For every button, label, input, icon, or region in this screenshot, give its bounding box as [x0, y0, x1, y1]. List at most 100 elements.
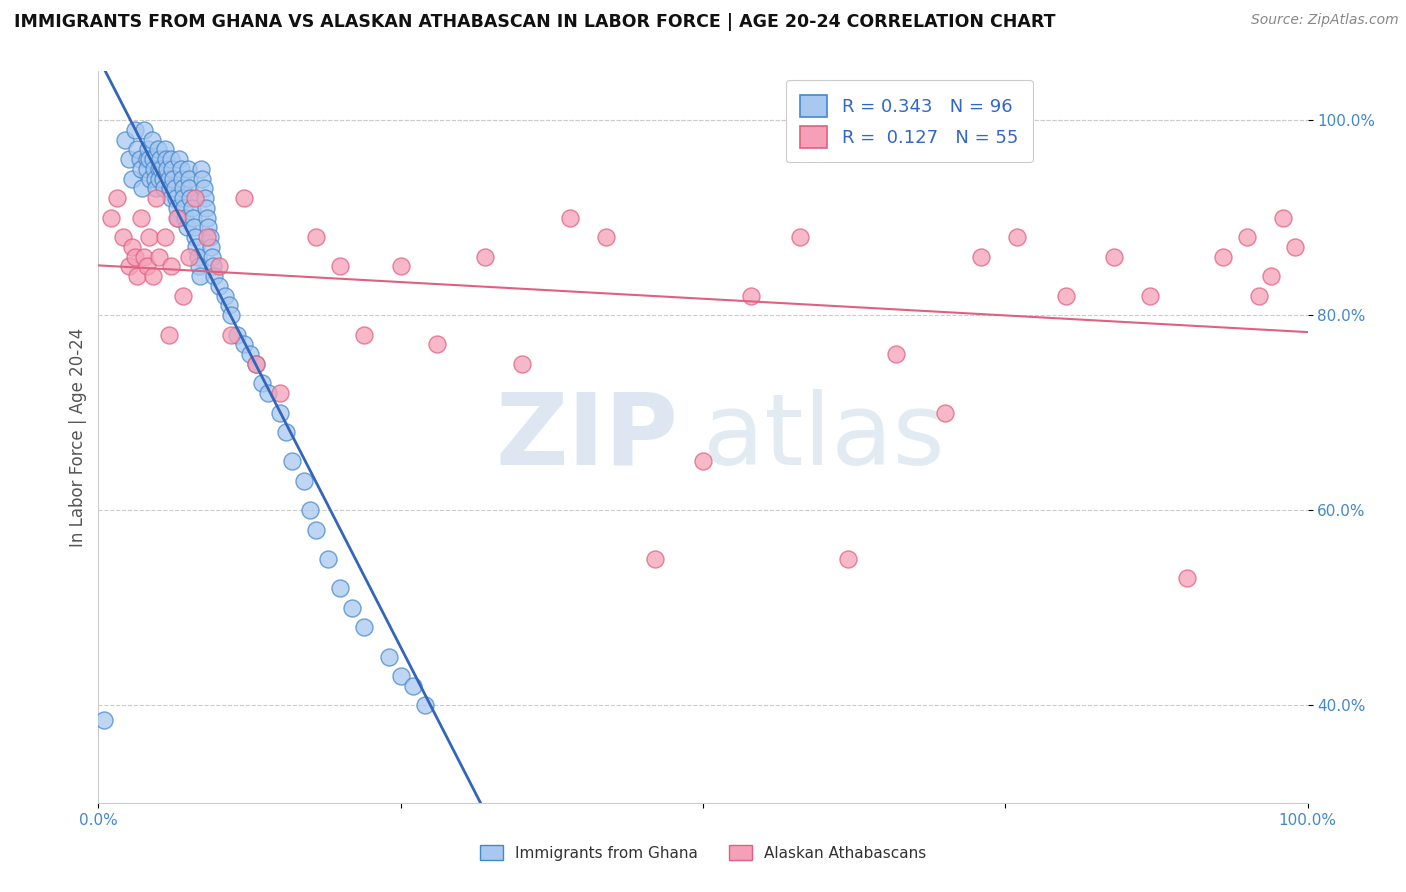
Point [160, 260, 183, 274]
Point [201, 250, 224, 264]
Point [886, 347, 908, 361]
Point [1260, 269, 1282, 284]
Point [121, 240, 143, 254]
Point [172, 191, 194, 205]
Point [170, 171, 193, 186]
Point [177, 161, 200, 176]
Point [179, 171, 201, 186]
Point [193, 181, 215, 195]
Point [1249, 288, 1271, 302]
Point [114, 133, 136, 147]
Point [232, 337, 254, 351]
Point [135, 152, 157, 166]
Point [239, 347, 262, 361]
Point [149, 152, 172, 166]
Point [187, 250, 209, 264]
Point [269, 386, 291, 401]
Point [135, 260, 157, 274]
Point [970, 250, 993, 264]
Point [148, 161, 170, 176]
Point [172, 288, 194, 302]
Point [389, 260, 412, 274]
Point [183, 220, 205, 235]
Point [176, 220, 198, 235]
Point [145, 181, 167, 195]
Point [129, 211, 152, 225]
Point [250, 376, 273, 391]
Point [245, 357, 267, 371]
Point [180, 201, 202, 215]
Point [143, 161, 166, 176]
Point [138, 230, 160, 244]
Point [188, 269, 211, 284]
Point [105, 191, 128, 205]
Point [93, 713, 115, 727]
Point [202, 260, 225, 274]
Point [160, 161, 183, 176]
Point [169, 161, 191, 176]
Point [195, 230, 218, 244]
Point [329, 260, 352, 274]
Point [195, 211, 218, 225]
Point [256, 386, 278, 401]
Point [413, 698, 436, 713]
Point [172, 181, 194, 195]
Point [221, 327, 243, 342]
Point [377, 649, 399, 664]
Point [142, 152, 165, 166]
Point [129, 161, 152, 176]
Point [200, 240, 222, 254]
Point [281, 454, 304, 468]
Point [134, 250, 156, 264]
Point [305, 523, 328, 537]
Point [179, 181, 201, 195]
Point [124, 250, 146, 264]
Point [181, 211, 204, 225]
Point [1175, 572, 1198, 586]
Point [274, 425, 297, 440]
Point [226, 327, 249, 342]
Point [1212, 250, 1234, 264]
Point [204, 269, 226, 284]
Legend: Immigrants from Ghana, Alaskan Athabascans: Immigrants from Ghana, Alaskan Athabasca… [472, 837, 934, 868]
Point [389, 669, 412, 683]
Point [1139, 288, 1161, 302]
Point [169, 152, 191, 166]
Point [214, 288, 236, 302]
Point [166, 201, 188, 215]
Point [141, 133, 163, 147]
Point [165, 191, 187, 205]
Point [142, 269, 165, 284]
Point [190, 161, 212, 176]
Point [153, 230, 176, 244]
Point [159, 181, 181, 195]
Point [100, 211, 122, 225]
Point [179, 250, 201, 264]
Point [218, 298, 240, 312]
Point [160, 152, 183, 166]
Point [184, 230, 207, 244]
Point [155, 152, 177, 166]
Point [152, 181, 174, 195]
Point [136, 142, 159, 156]
Point [162, 171, 184, 186]
Point [1272, 211, 1295, 225]
Point [510, 357, 533, 371]
Point [198, 230, 221, 244]
Point [124, 123, 146, 137]
Point [157, 327, 180, 342]
Point [138, 152, 160, 166]
Point [644, 552, 666, 566]
Point [474, 250, 496, 264]
Text: IMMIGRANTS FROM GHANA VS ALASKAN ATHABASCAN IN LABOR FORCE | AGE 20-24 CORRELATI: IMMIGRANTS FROM GHANA VS ALASKAN ATHABAS… [14, 13, 1056, 31]
Point [134, 123, 156, 137]
Text: ZIP: ZIP [496, 389, 679, 485]
Point [208, 260, 231, 274]
Text: atlas: atlas [703, 389, 945, 485]
Point [194, 191, 217, 205]
Point [184, 191, 207, 205]
Point [173, 201, 195, 215]
Point [167, 211, 190, 225]
Point [934, 406, 956, 420]
Point [232, 191, 254, 205]
